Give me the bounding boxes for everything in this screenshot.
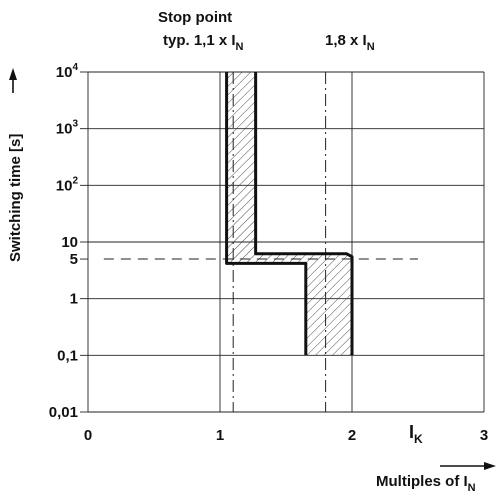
band-upper-boundary bbox=[254, 72, 354, 356]
grid bbox=[87, 71, 485, 413]
y-tick-label: 102 bbox=[56, 175, 79, 194]
y-tick-label: 103 bbox=[56, 119, 79, 138]
tripping-band bbox=[225, 72, 354, 356]
y-tick-label: 104 bbox=[56, 62, 79, 81]
y-tick-label: 10 bbox=[61, 234, 78, 251]
limit-label: 1,8 x IN bbox=[325, 32, 375, 53]
band-lower-boundary bbox=[225, 72, 308, 356]
x-tick-label: 2 bbox=[348, 427, 356, 444]
y-tick-label: 1 bbox=[70, 291, 78, 308]
band-fill bbox=[226, 72, 352, 356]
axes: 0,01 0,1 1 510 102 103 104 0 1 2 3 bbox=[49, 62, 488, 444]
x-axis-arrowhead bbox=[484, 462, 496, 470]
y-axis-arrowhead bbox=[9, 68, 17, 80]
ik-label: IK bbox=[409, 422, 423, 446]
y-tick-label: 0,1 bbox=[57, 347, 78, 364]
x-tick-label: 0 bbox=[84, 427, 92, 444]
x-tick-label: 3 bbox=[480, 427, 488, 444]
x-tick-label: 1 bbox=[216, 427, 224, 444]
stop-point-value: typ. 1,1 x IN bbox=[163, 32, 244, 53]
x-axis-title: Multiples of IN bbox=[376, 473, 476, 494]
y-tick-label: 5 bbox=[70, 251, 78, 268]
stop-point-label: Stop point bbox=[158, 9, 232, 26]
y-tick-label: 0,01 bbox=[49, 404, 78, 421]
y-axis-title: Switching time [s] bbox=[7, 134, 24, 262]
